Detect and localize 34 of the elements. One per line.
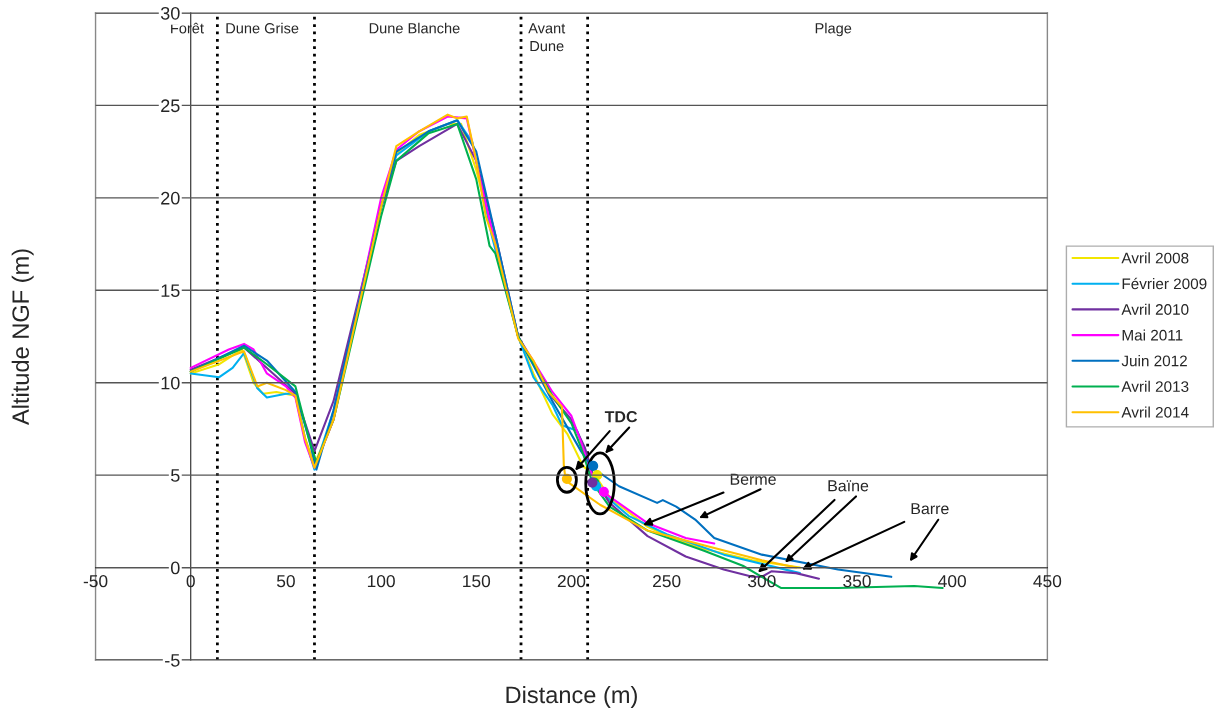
x-tick-label: 250	[653, 574, 681, 588]
x-tick-label: 100	[367, 574, 395, 588]
legend-label: Juin 2012	[1121, 355, 1187, 367]
x-tick-label: 150	[463, 574, 491, 588]
annotation: Berme	[730, 473, 776, 485]
x-tick-label: 450	[1033, 574, 1062, 588]
y-tick-label: 10	[161, 376, 180, 390]
legend-label: Avril 2008	[1121, 252, 1189, 264]
legend-label: Mai 2011	[1122, 329, 1183, 341]
annotation: Plage	[815, 22, 852, 37]
legend-label: Février 2009	[1122, 277, 1207, 290]
legend-label: Avril 2013	[1121, 380, 1189, 393]
x-tick-label: 350	[843, 574, 871, 588]
y-tick-label: -5	[165, 654, 180, 667]
legend-label: Avril 2014	[1121, 406, 1189, 418]
annotation: Barre	[911, 503, 949, 515]
annotation: Dune Grise	[226, 22, 299, 34]
y-axis-title: Altitude NGF (m)	[11, 249, 34, 426]
y-tick-label: 0	[170, 561, 180, 575]
x-tick-label: 400	[938, 574, 966, 588]
legend-label: Avril 2010	[1121, 303, 1189, 315]
y-tick-label: 5	[171, 469, 180, 482]
x-tick-label: -50	[83, 574, 108, 588]
annotation: Dune Blanche	[369, 22, 460, 34]
y-tick-label: 30	[160, 6, 180, 20]
x-tick-label: 50	[276, 574, 295, 588]
x-axis-title: Distance (m)	[506, 685, 637, 708]
annotation: Baïne	[828, 480, 869, 492]
annotation: Avant Dune	[528, 23, 566, 52]
annotation: TDC	[604, 411, 638, 423]
y-tick-label: 20	[161, 191, 180, 205]
x-tick-label: 200	[557, 574, 586, 588]
y-tick-label: 15	[161, 284, 180, 298]
y-tick-label: 25	[161, 99, 180, 113]
